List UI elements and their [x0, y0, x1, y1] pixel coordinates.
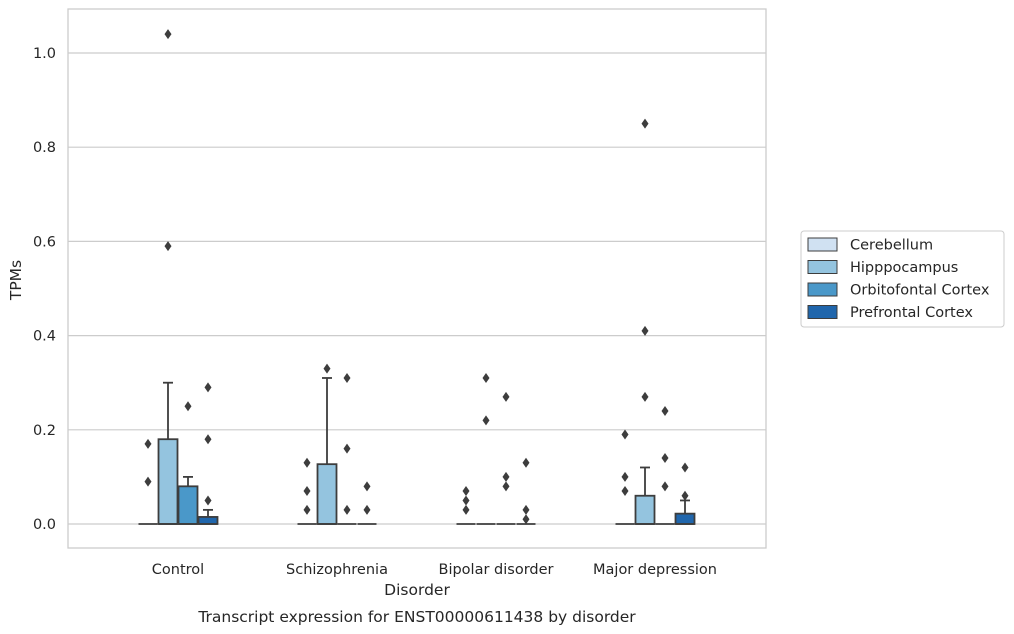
box	[674, 512, 696, 525]
x-axis-label: Disorder	[384, 581, 450, 599]
outlier-point	[164, 241, 172, 252]
outlier-point	[363, 481, 371, 492]
box	[157, 438, 179, 525]
legend-swatch	[807, 260, 838, 274]
x-tick-labels: Control Schizophrenia Bipolar disorder Majo…	[152, 562, 717, 578]
outlier-point	[681, 462, 689, 473]
outlier-point	[462, 486, 470, 497]
box-group	[138, 438, 158, 525]
box-group	[177, 401, 199, 525]
y-tick-label: 0.6	[33, 234, 56, 250]
outlier-point	[522, 504, 530, 515]
legend-swatch	[807, 237, 838, 252]
outlier-point	[303, 504, 311, 515]
y-tick-label: 0.2	[33, 423, 56, 439]
outlier-point	[363, 504, 371, 515]
x-tick-label: Schizophrenia	[286, 562, 388, 578]
y-tick-label: 0.0	[33, 517, 56, 533]
outlier-point	[184, 401, 192, 412]
outlier-point	[343, 443, 351, 454]
box-group	[634, 118, 656, 525]
y-tick-label: 1.0	[33, 46, 56, 62]
legend-label: Orbitofontal Cortex	[850, 283, 990, 299]
outlier-point	[661, 405, 669, 416]
legend-label: Cerebellum	[850, 238, 933, 254]
box-group	[655, 405, 675, 525]
box-group	[496, 391, 516, 525]
box-group	[357, 481, 377, 525]
box	[316, 463, 338, 525]
box-group	[456, 486, 476, 525]
box-group	[516, 457, 536, 525]
outlier-point	[462, 495, 470, 506]
legend-swatch	[807, 282, 838, 297]
x-tick-label: Control	[152, 562, 204, 578]
plot-frame	[67, 8, 767, 549]
outlier-point	[681, 490, 689, 501]
box-group	[316, 363, 338, 525]
outlier-point	[661, 453, 669, 464]
outlier-point	[204, 434, 212, 445]
outlier-point	[522, 457, 530, 468]
box-group	[674, 462, 696, 525]
outlier-point	[641, 325, 649, 336]
box-group	[615, 429, 635, 525]
outlier-point	[621, 486, 629, 497]
box	[634, 494, 656, 525]
y-tick-label: 0.8	[33, 140, 56, 156]
outlier-point	[482, 372, 490, 383]
box-group	[476, 372, 496, 525]
outlier-point	[621, 429, 629, 440]
outlier-point	[661, 481, 669, 492]
box-group	[157, 29, 179, 525]
y-tick-labels: 0.0 0.2 0.4 0.6 0.8 1.0	[33, 46, 56, 533]
outlier-point	[303, 486, 311, 497]
outlier-point	[502, 391, 510, 402]
outlier-point	[502, 471, 510, 482]
outlier-point	[164, 29, 172, 40]
box-group	[197, 382, 219, 525]
box-group	[337, 372, 357, 525]
legend: Cerebellum Hipppocampus Orbitofontal Corte…	[800, 230, 1005, 328]
outlier-point	[482, 415, 490, 426]
outlier-point	[323, 363, 331, 374]
x-tick-label: Bipolar disorder	[439, 562, 554, 578]
outlier-point	[204, 495, 212, 506]
legend-label: Hipppocampus	[850, 260, 958, 276]
boxes	[138, 29, 696, 525]
box	[197, 516, 219, 525]
outlier-point	[621, 471, 629, 482]
plot-background	[68, 9, 766, 548]
outlier-point	[641, 118, 649, 129]
outlier-point	[343, 504, 351, 515]
outlier-point	[204, 382, 212, 393]
outlier-point	[502, 481, 510, 492]
outlier-point	[641, 391, 649, 402]
legend-label: Prefrontal Cortex	[850, 305, 973, 321]
y-tick-label: 0.4	[33, 329, 56, 345]
x-tick-label: Major depression	[593, 562, 717, 578]
chart-caption: Transcript expression for ENST0000061143…	[197, 608, 636, 626]
y-axis-label: TPMs	[7, 260, 25, 301]
legend-frame	[800, 230, 1005, 328]
outlier-point	[462, 504, 470, 515]
box	[177, 485, 199, 525]
outlier-point	[343, 372, 351, 383]
outlier-point	[522, 514, 530, 525]
outlier-point	[144, 476, 152, 487]
outlier-point	[144, 438, 152, 449]
outlier-point	[303, 457, 311, 468]
box-group	[297, 457, 317, 525]
legend-swatch	[807, 305, 838, 319]
